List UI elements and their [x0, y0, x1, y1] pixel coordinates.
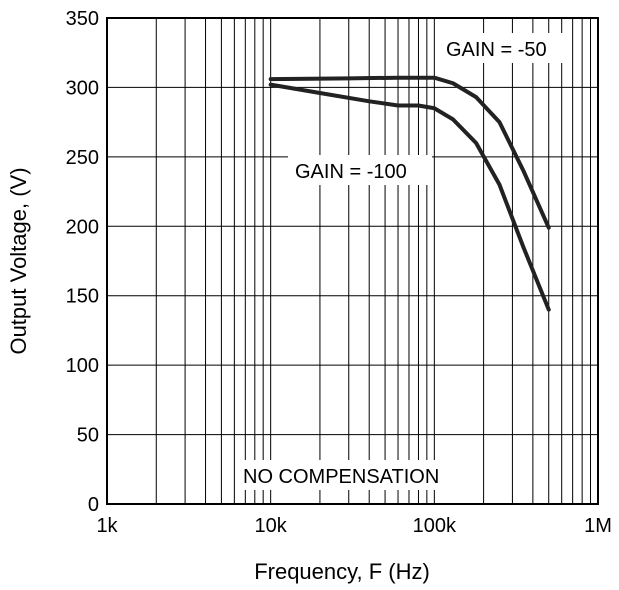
- plot-frame: [106, 17, 599, 505]
- y-tick-label: 200: [66, 216, 99, 238]
- x-tick-label: 1M: [584, 515, 612, 537]
- series-line-2: [268, 82, 551, 312]
- annotation-gain50-bg: [440, 33, 572, 63]
- y-tick-label: 100: [66, 355, 99, 377]
- grid: [106, 17, 599, 505]
- annotation-gain100-bg: [288, 155, 432, 185]
- annotation-nocomp-bg: [238, 460, 474, 490]
- annotation-no-compensation: NO COMPENSATION: [243, 466, 439, 488]
- tick-labels: 1k 10k 100k 1M 0 50 100 150 200 250 300 350: [66, 8, 612, 537]
- y-tick-label: 150: [66, 286, 99, 308]
- x-tick-label: 100k: [413, 515, 457, 537]
- y-tick-label: 0: [88, 494, 99, 516]
- series-line-1: [268, 75, 551, 230]
- x-tick-label: 10k: [255, 515, 288, 537]
- x-tick-label: 1k: [96, 515, 118, 537]
- y-axis-title: Output Voltage, (V): [6, 167, 31, 354]
- y-tick-label: 300: [66, 77, 99, 99]
- y-tick-label: 50: [77, 425, 99, 447]
- annotation-gain-50: GAIN = -50: [446, 39, 547, 61]
- annotations: GAIN = -50 GAIN = -100 NO COMPENSATION: [238, 33, 572, 490]
- curves: [268, 75, 551, 312]
- annotation-gain-100: GAIN = -100: [295, 161, 407, 183]
- y-tick-label: 250: [66, 147, 99, 169]
- y-tick-label: 350: [66, 8, 99, 30]
- x-axis-title: Frequency, F (Hz): [254, 559, 430, 584]
